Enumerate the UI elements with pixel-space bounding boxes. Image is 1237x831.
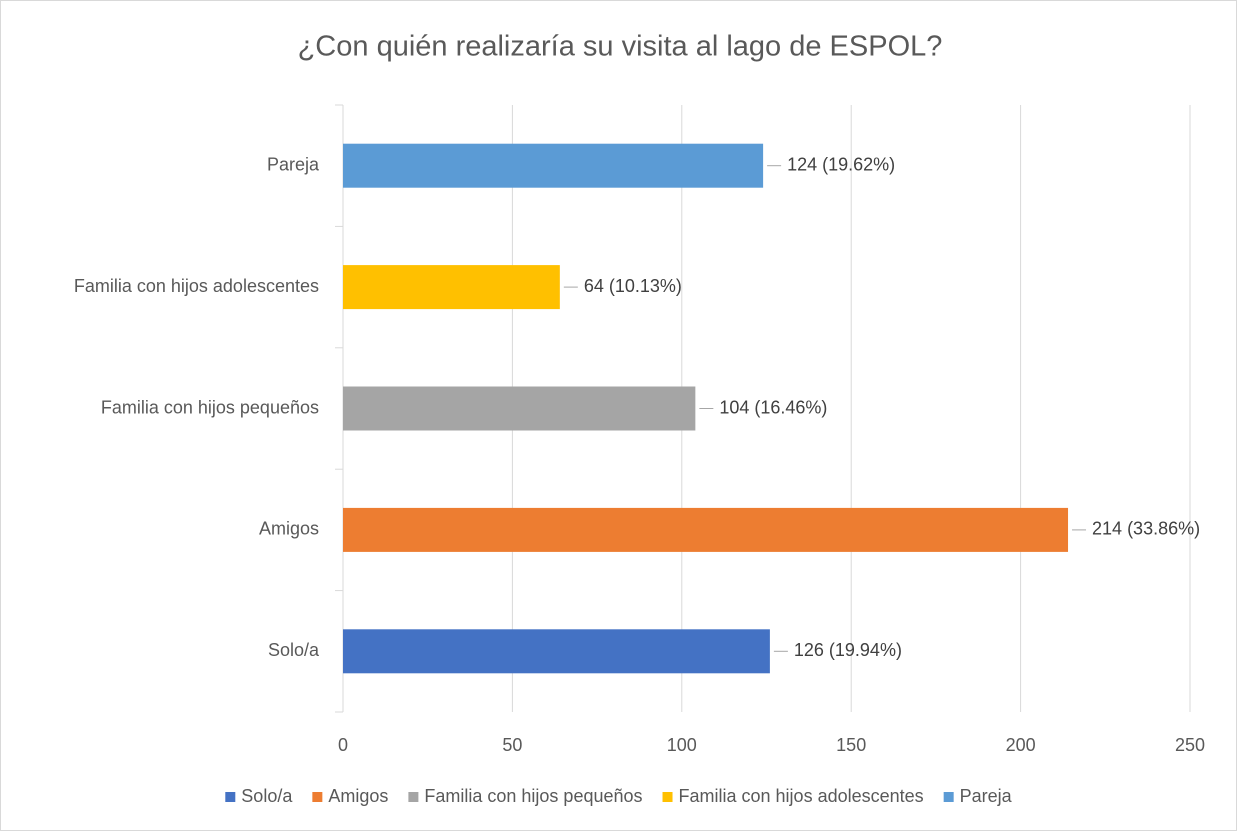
bar [343,507,1069,552]
legend-label: Familia con hijos pequeños [424,786,642,806]
legend-swatch [408,792,419,802]
bar [343,143,764,188]
value-label: 124 (19.62%) [787,154,895,174]
legend-swatch [662,792,673,802]
value-label: 104 (16.46%) [719,397,827,417]
bar [343,386,696,431]
legend-swatch [943,792,954,802]
value-label: 214 (33.86%) [1092,519,1200,539]
legend-label: Solo/a [241,786,293,806]
legend-swatch [225,792,236,802]
x-tick-label: 50 [502,735,522,755]
x-tick-label: 150 [836,735,866,755]
y-tick-label: Amigos [259,519,319,539]
bar [343,629,770,674]
legend-label: Pareja [960,786,1013,806]
value-label: 126 (19.94%) [794,640,902,660]
y-tick-label: Solo/a [268,640,320,660]
x-tick-label: 0 [338,735,348,755]
chart-title: ¿Con quién realizaría su visita al lago … [298,31,943,63]
x-tick-label: 200 [1006,735,1036,755]
value-label: 64 (10.13%) [584,276,682,296]
y-tick-label: Familia con hijos adolescentes [74,276,319,296]
bar [343,265,560,310]
x-tick-label: 250 [1175,735,1205,755]
y-tick-label: Familia con hijos pequeños [101,397,319,417]
legend-label: Familia con hijos adolescentes [679,786,924,806]
x-tick-label: 100 [667,735,697,755]
y-tick-label: Pareja [267,154,320,174]
legend-label: Amigos [328,786,388,806]
legend-swatch [312,792,323,802]
